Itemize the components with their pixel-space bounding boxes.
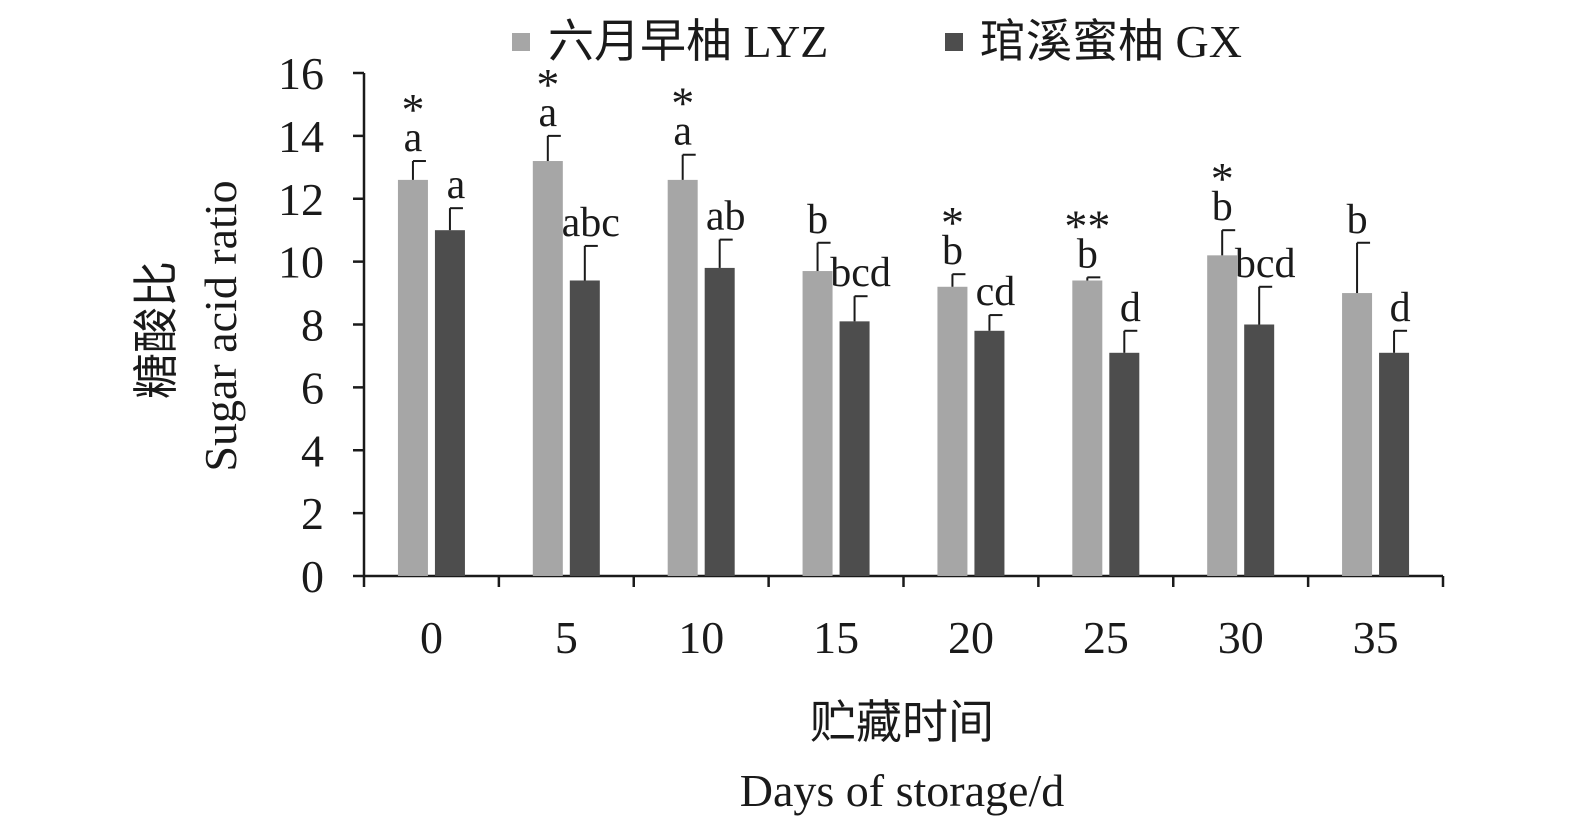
bar-lyz [802,271,833,576]
letter-label-lyz: b [807,197,828,243]
x-tick-label: 15 [813,612,859,663]
y-tick-label: 2 [301,488,324,539]
axes: 0 2 4 6 8 10 12 14 16 0 5 10 15 20 25 30 35 [278,48,1445,663]
bar-gx [974,330,1005,576]
x-tick-label: 5 [555,612,578,663]
x-tick-label: 35 [1353,612,1399,663]
bar-lyz [397,179,428,576]
letter-label-gx: abc [562,200,620,246]
bar-gx [839,321,870,576]
bar-lyz [1207,255,1238,576]
error-bars [411,134,1408,353]
x-tick-label: 30 [1218,612,1264,663]
y-tick-label: 6 [301,362,324,413]
letter-label-gx: bcd [1235,241,1296,287]
y-tick-label: 16 [278,48,324,99]
x-tick-label: 0 [420,612,443,663]
legend-swatch-lyz [512,33,530,51]
x-axis-title-en: Days of storage/d [740,765,1064,816]
y-tick-label: 10 [278,237,324,288]
bar-lyz [667,179,698,576]
bar-gx [1244,324,1275,576]
x-tick-label: 25 [1083,612,1129,663]
letter-label-gx: a [447,162,466,208]
y-tick-label: 0 [301,551,324,602]
significance-marker: * [1211,153,1234,204]
legend: 六月早柚 LYZ 琯溪蜜柚 GX [512,16,1242,67]
letter-label-gx: d [1120,285,1141,331]
legend-label-lyz: 六月早柚 LYZ [548,16,828,67]
bar-gx [1379,352,1410,576]
y-tick-label: 4 [301,425,324,476]
letter-label-gx: cd [976,269,1016,315]
y-tick-label: 14 [278,111,324,162]
bar-gx [1109,352,1140,576]
x-tick-label: 10 [678,612,724,663]
letter-label-lyz: b [1212,184,1233,230]
significance-marker: * [401,84,424,135]
x-axis-title-cn: 贮藏时间 [810,697,994,748]
y-axis-title-cn: 糖酸比 [131,261,182,399]
significance-marker: * [671,78,694,129]
bar-gx [569,280,600,576]
bar-lyz [937,286,968,576]
bars [397,161,1410,576]
y-tick-label: 8 [301,300,324,351]
letter-label-lyz: a [673,109,692,155]
bar-lyz [532,161,563,576]
significance-marker: * [941,197,964,248]
legend-swatch-gx [945,33,963,51]
bar-gx [704,267,735,576]
y-tick-label: 12 [278,174,324,225]
significance-marker: * [536,59,559,110]
bar-lyz [1072,280,1103,576]
legend-label-gx: 琯溪蜜柚 GX [980,16,1242,67]
letter-label-lyz: b [1077,231,1098,277]
letter-label-gx: ab [706,194,746,240]
letter-label-lyz: b [1347,197,1368,243]
letter-label-lyz: a [404,115,423,161]
bar-gx [434,230,465,576]
bar-lyz [1342,293,1373,576]
significance-marker: ** [1064,200,1110,251]
letter-label-gx: bcd [830,250,891,296]
letter-label-lyz: b [942,228,963,274]
x-tick-label: 20 [948,612,994,663]
y-axis-title-en: Sugar acid ratio [195,180,246,471]
letter-label-lyz: a [538,90,557,136]
letter-label-gx: d [1390,285,1411,331]
